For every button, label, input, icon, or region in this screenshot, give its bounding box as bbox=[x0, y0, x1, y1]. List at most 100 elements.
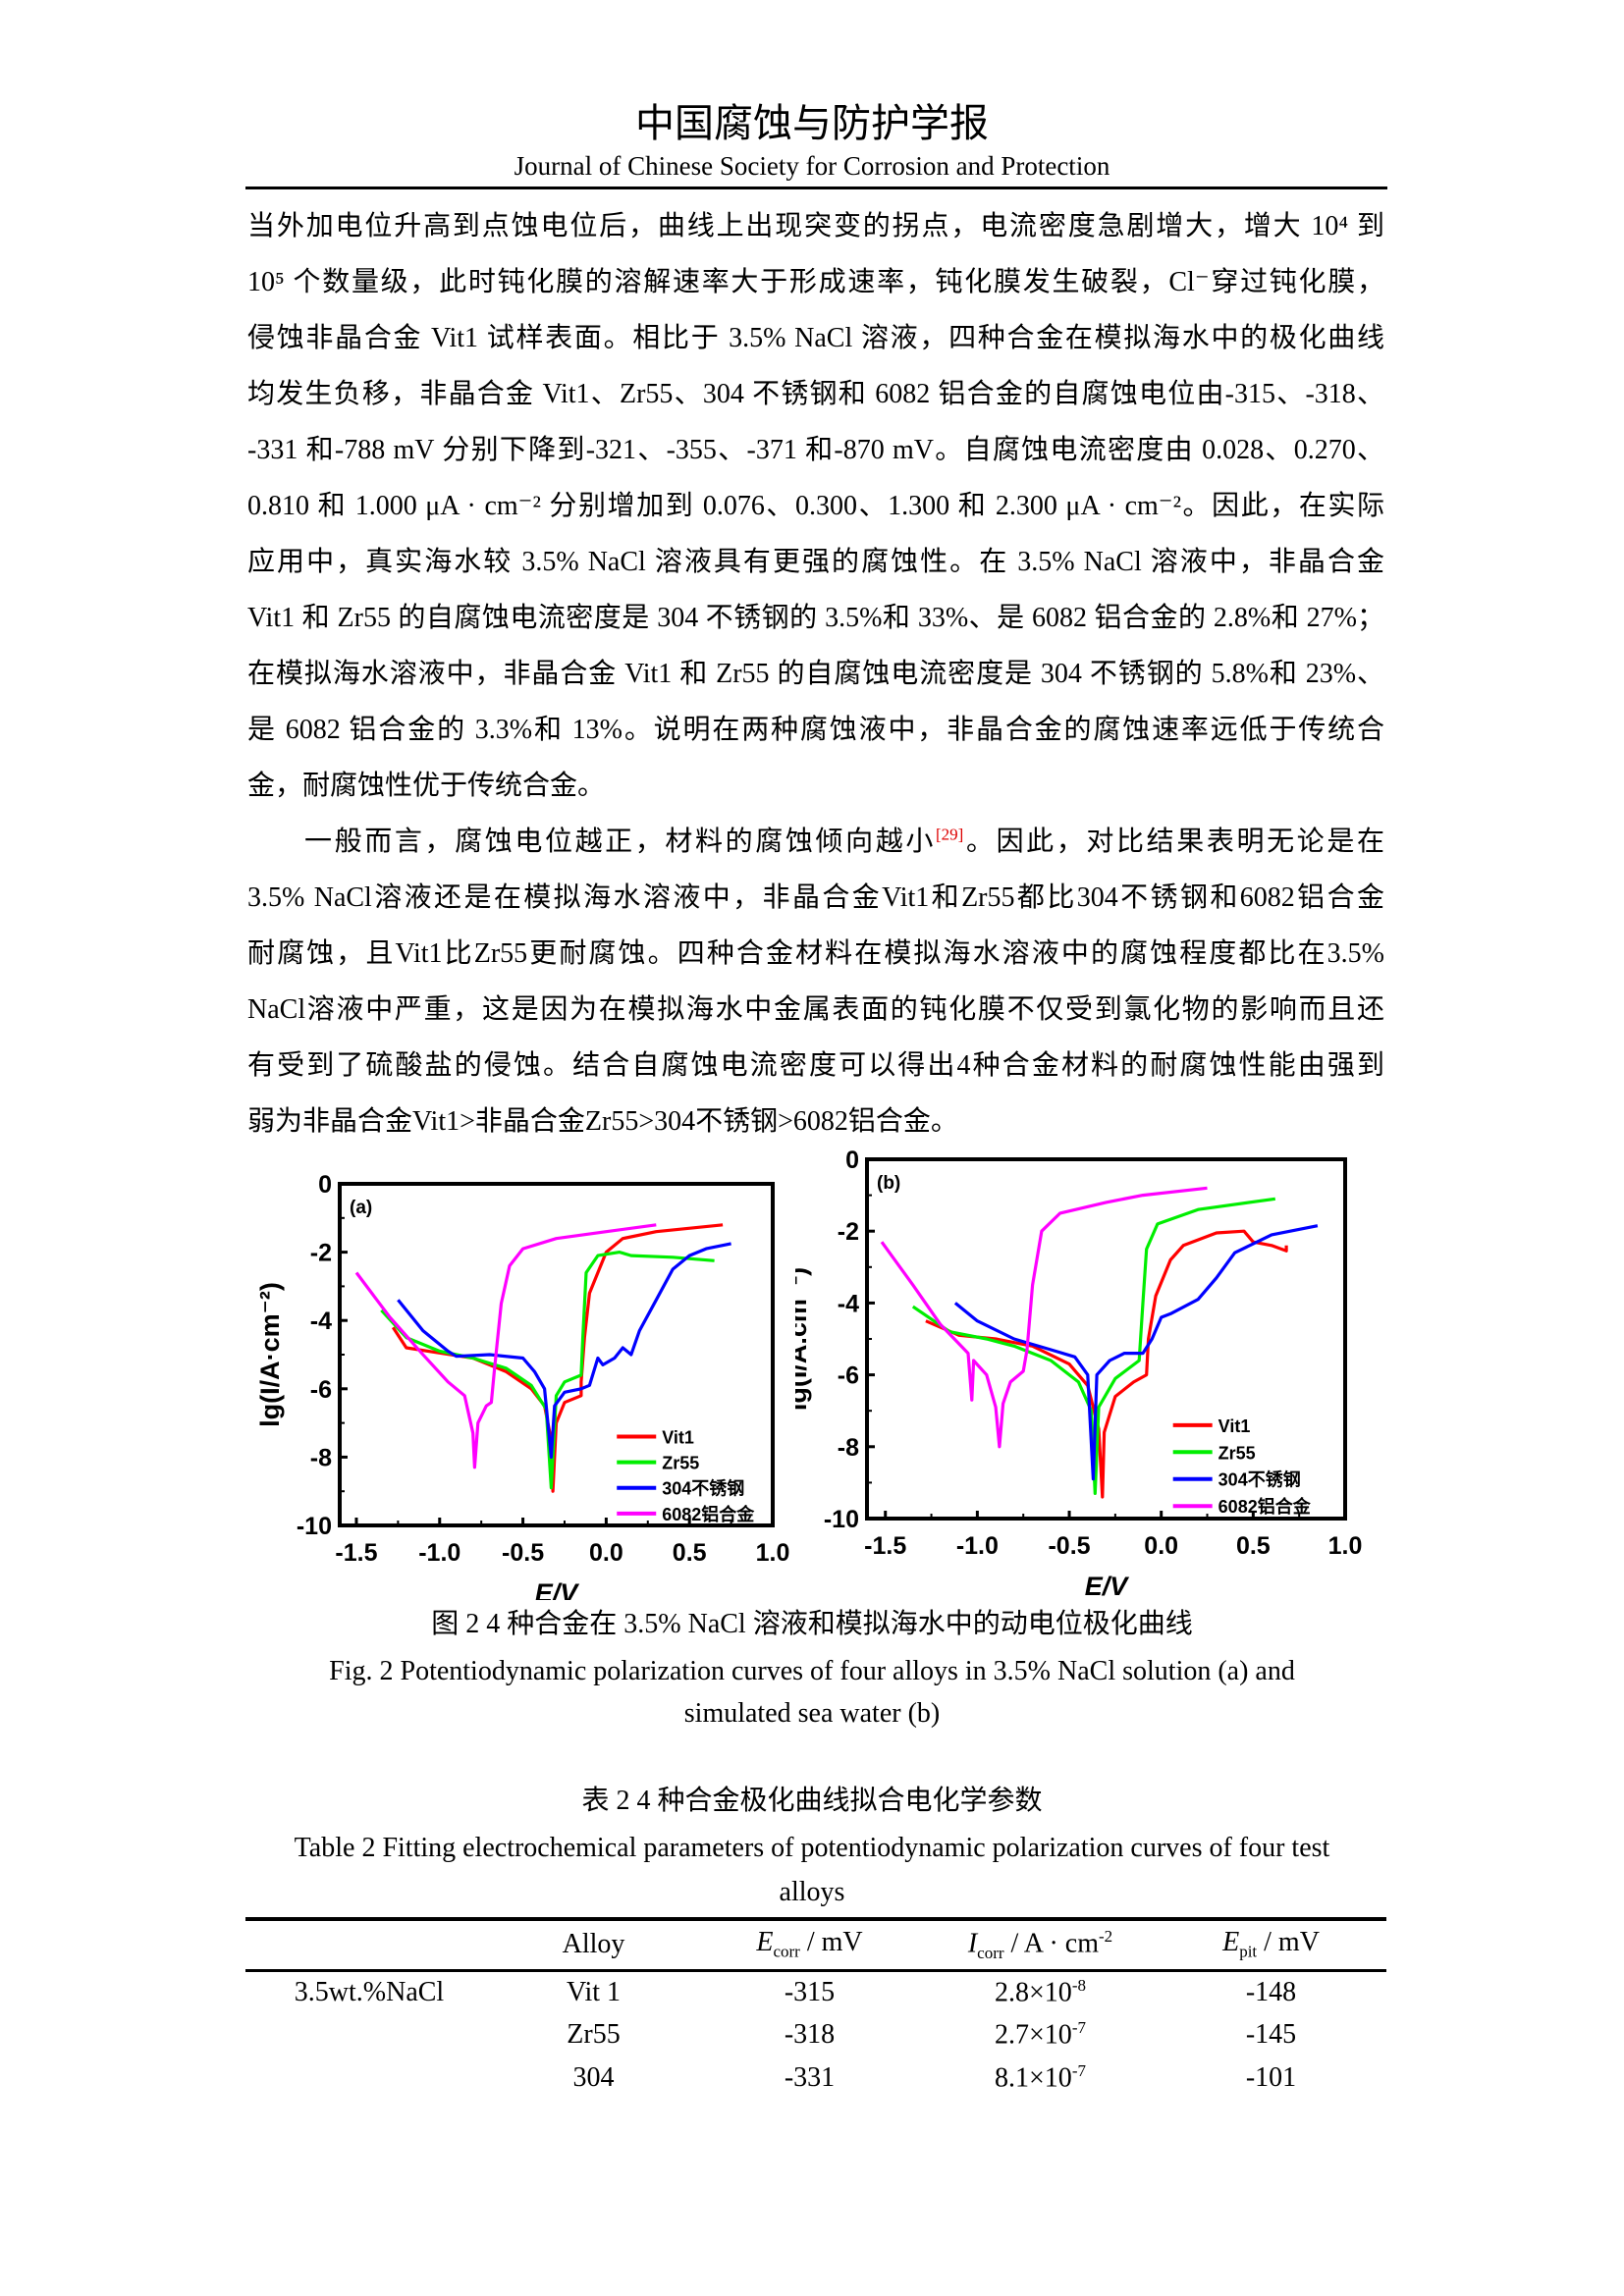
legend-label: Vit1 bbox=[662, 1428, 694, 1448]
table-title-en-cont: alloys bbox=[779, 1877, 845, 1907]
cell-icorr: 2.7×10-7 bbox=[995, 2018, 1086, 2051]
text-line: 当外加电位升高到点蚀电位后，曲线上出现突变的拐点，电流密度急剧增大，增大 10⁴… bbox=[247, 211, 1384, 241]
y-axis-label: lg(I/A.cm⁻²) bbox=[795, 1267, 812, 1411]
plot-frame bbox=[865, 1157, 1347, 1521]
text-line: 弱为非晶合金Vit1>非晶合金Zr55>304不锈钢>6082铝合金。 bbox=[247, 1106, 958, 1137]
x-tick-label: -0.5 bbox=[1048, 1532, 1090, 1560]
table-row: Zr55 -318 2.7×10-7 -145 bbox=[245, 2013, 1386, 2056]
header-epit: Epit / mV bbox=[1222, 1927, 1320, 1962]
x-tick-label: 1.0 bbox=[1328, 1532, 1363, 1560]
journal-subtitle: Journal of Chinese Society for Corrosion… bbox=[514, 151, 1110, 181]
legend-label: 6082铝合金 bbox=[662, 1504, 755, 1524]
table-title-cn: 表 2 4 种合金极化曲线拟合电化学参数 bbox=[581, 1786, 1043, 1816]
text-line: 有受到了硫酸盐的侵蚀。结合自腐蚀电流密度可以得出4种合金材料的耐腐蚀性能由强到 bbox=[247, 1050, 1384, 1081]
table-title-en: Table 2 Fitting electrochemical paramete… bbox=[294, 1833, 1330, 1863]
legend-label: Zr55 bbox=[1218, 1443, 1256, 1463]
x-tick-label: 1.0 bbox=[756, 1539, 790, 1567]
x-tick-label: 0.0 bbox=[1144, 1532, 1178, 1560]
cell-epit: -145 bbox=[1245, 2019, 1297, 2050]
text-line: 一般而言，腐蚀电位越正，材料的腐蚀倾向越小[29]。因此，对比结果表明无论是在 bbox=[247, 814, 1384, 870]
header-rule bbox=[245, 187, 1387, 189]
x-tick-label: 0.5 bbox=[673, 1539, 707, 1567]
cell-group bbox=[245, 2013, 493, 2056]
text-line: -331 和-788 mV 分别下降到-321、-355、-371 和-870 … bbox=[247, 435, 1384, 465]
header-ecorr: Ecorr / mV bbox=[756, 1927, 863, 1962]
cell-epit: -101 bbox=[1245, 2062, 1297, 2093]
text-line: 金，耐腐蚀性优于传统合金。 bbox=[247, 771, 606, 801]
legend-label: 304不锈钢 bbox=[1218, 1469, 1301, 1490]
header-group bbox=[245, 1919, 493, 1970]
text-line: 是 6082 铝合金的 3.3%和 13%。说明在两种腐蚀液中，非晶合金的腐蚀速… bbox=[247, 715, 1384, 745]
chart-a-polarization: -1.5 -1.0 -0.5 0.0 0.5 1.0 0 -2 -4 -6 -8 -10 Vit1 Zr5… bbox=[255, 1171, 790, 1600]
header-icorr: Icorr / A · cm-2 bbox=[967, 1926, 1113, 1962]
y-tick-label: -6 bbox=[310, 1376, 332, 1404]
parameters-table: Alloy Ecorr / mV Icorr / A · cm-2 Epit /… bbox=[245, 1917, 1386, 2100]
cell-alloy: Zr55 bbox=[567, 2019, 621, 2050]
y-tick-label: -4 bbox=[838, 1290, 859, 1317]
cell-epit: -148 bbox=[1245, 1976, 1297, 2007]
table-row: 304 -331 8.1×10-7 -101 bbox=[245, 2056, 1386, 2100]
y-tick-label: -10 bbox=[297, 1513, 332, 1540]
chart-b-polarization: -1.5 -1.0 -0.5 0.0 0.5 1.0 0 -2 -4 -6 -8 -10 Vit1 Zr5… bbox=[795, 1147, 1363, 1600]
y-tick-label: -8 bbox=[838, 1434, 859, 1462]
legend-label: 304不锈钢 bbox=[662, 1478, 744, 1499]
citation-link[interactable]: [29] bbox=[936, 825, 964, 844]
series-line-Vit1 bbox=[391, 1223, 724, 1493]
x-axis-label: E/V bbox=[1085, 1572, 1130, 1600]
paragraph-1: 当外加电位升高到点蚀电位后，曲线上出现突变的拐点，电流密度急剧增大，增大 10⁴… bbox=[247, 198, 1384, 814]
header-alloy: Alloy bbox=[562, 1929, 625, 1960]
journal-title: 中国腐蚀与防护学报 bbox=[635, 101, 989, 145]
text-line: NaCl溶液中严重，这是因为在模拟海水中金属表面的钝化膜不仅受到氯化物的影响而且… bbox=[247, 994, 1384, 1025]
y-axis-label: lg(I/A·cm⁻²) bbox=[255, 1282, 285, 1427]
panel-label: (b) bbox=[877, 1173, 900, 1194]
cell-ecorr: -315 bbox=[784, 1976, 836, 2007]
y-tick-label: -6 bbox=[838, 1362, 859, 1390]
x-axis-label: E/V bbox=[535, 1578, 580, 1600]
y-tick-label: 0 bbox=[845, 1147, 859, 1174]
cell-group bbox=[245, 2056, 493, 2100]
figure-caption-en: Fig. 2 Potentiodynamic polarization curv… bbox=[329, 1656, 1295, 1686]
text-line: 侵蚀非晶合金 Vit1 试样表面。相比于 3.5% NaCl 溶液，四种合金在模… bbox=[247, 323, 1384, 353]
series-line-6082铝合金 bbox=[880, 1186, 1208, 1449]
legend-label: 6082铝合金 bbox=[1218, 1496, 1312, 1517]
figure-caption-en-cont: simulated sea water (b) bbox=[683, 1698, 941, 1729]
text-line: 应用中，真实海水较 3.5% NaCl 溶液具有更强的腐蚀性。在 3.5% Na… bbox=[247, 547, 1384, 577]
text-span: 一般而言，腐蚀电位越正，材料的腐蚀倾向越小 bbox=[304, 827, 936, 857]
x-tick-label: -1.5 bbox=[864, 1532, 906, 1560]
text-line: 0.810 和 1.000 μA · cm⁻² 分别增加到 0.076、0.30… bbox=[247, 491, 1384, 521]
cell-ecorr: -331 bbox=[784, 2062, 836, 2093]
text-span: 。因此，对比结果表明无论是在 bbox=[963, 827, 1384, 857]
series-line-Zr55 bbox=[911, 1197, 1276, 1495]
series-line-304不锈钢 bbox=[953, 1224, 1319, 1481]
y-tick-label: -8 bbox=[310, 1444, 332, 1471]
cell-group: 3.5wt.%NaCl bbox=[294, 1976, 445, 2007]
figure-caption-cn: 图 2 4 种合金在 3.5% NaCl 溶液和模拟海水中的动电位极化曲线 bbox=[431, 1609, 1193, 1639]
table-row: 3.5wt.%NaCl Vit 1 -315 2.8×10-8 -148 bbox=[245, 1970, 1386, 2013]
cell-alloy: 304 bbox=[572, 2062, 615, 2093]
y-tick-label: -2 bbox=[838, 1218, 859, 1246]
y-tick-label: -4 bbox=[310, 1308, 332, 1335]
text-line: 10⁵ 个数量级，此时钝化膜的溶解速率大于形成速率，钝化膜发生破裂，Cl⁻穿过钝… bbox=[247, 267, 1384, 297]
cell-icorr: 8.1×10-7 bbox=[995, 2061, 1086, 2094]
series-line-Vit1 bbox=[925, 1229, 1288, 1499]
series-line-6082铝合金 bbox=[354, 1223, 657, 1469]
x-tick-label: 0.0 bbox=[589, 1539, 623, 1567]
plot-frame bbox=[338, 1182, 775, 1527]
x-tick-label: -1.5 bbox=[335, 1539, 377, 1567]
y-tick-label: -10 bbox=[824, 1506, 859, 1533]
y-tick-label: 0 bbox=[318, 1171, 332, 1199]
table-header-row: Alloy Ecorr / mV Icorr / A · cm-2 Epit /… bbox=[245, 1919, 1386, 1970]
x-tick-label: 0.5 bbox=[1236, 1532, 1271, 1560]
text-line: 3.5% NaCl溶液还是在模拟海水溶液中，非晶合金Vit1和Zr55都比304… bbox=[247, 882, 1384, 913]
text-line: 均发生负移，非晶合金 Vit1、Zr55、304 不锈钢和 6082 铝合金的自… bbox=[247, 379, 1384, 409]
legend-label: Vit1 bbox=[1218, 1416, 1251, 1436]
y-tick-label: -2 bbox=[310, 1240, 332, 1267]
series-line-304不锈钢 bbox=[397, 1242, 731, 1459]
x-tick-label: -0.5 bbox=[502, 1539, 544, 1567]
panel-label: (a) bbox=[350, 1198, 372, 1218]
x-tick-label: -1.0 bbox=[418, 1539, 460, 1567]
cell-alloy: Vit 1 bbox=[566, 1976, 622, 2007]
text-line: 在模拟海水溶液中，非晶合金 Vit1 和 Zr55 的自腐蚀电流密度是 304 … bbox=[247, 659, 1384, 689]
text-line: 耐腐蚀，且Vit1比Zr55更耐腐蚀。四种合金材料在模拟海水溶液中的腐蚀程度都比… bbox=[247, 938, 1384, 969]
cell-ecorr: -318 bbox=[784, 2019, 836, 2050]
